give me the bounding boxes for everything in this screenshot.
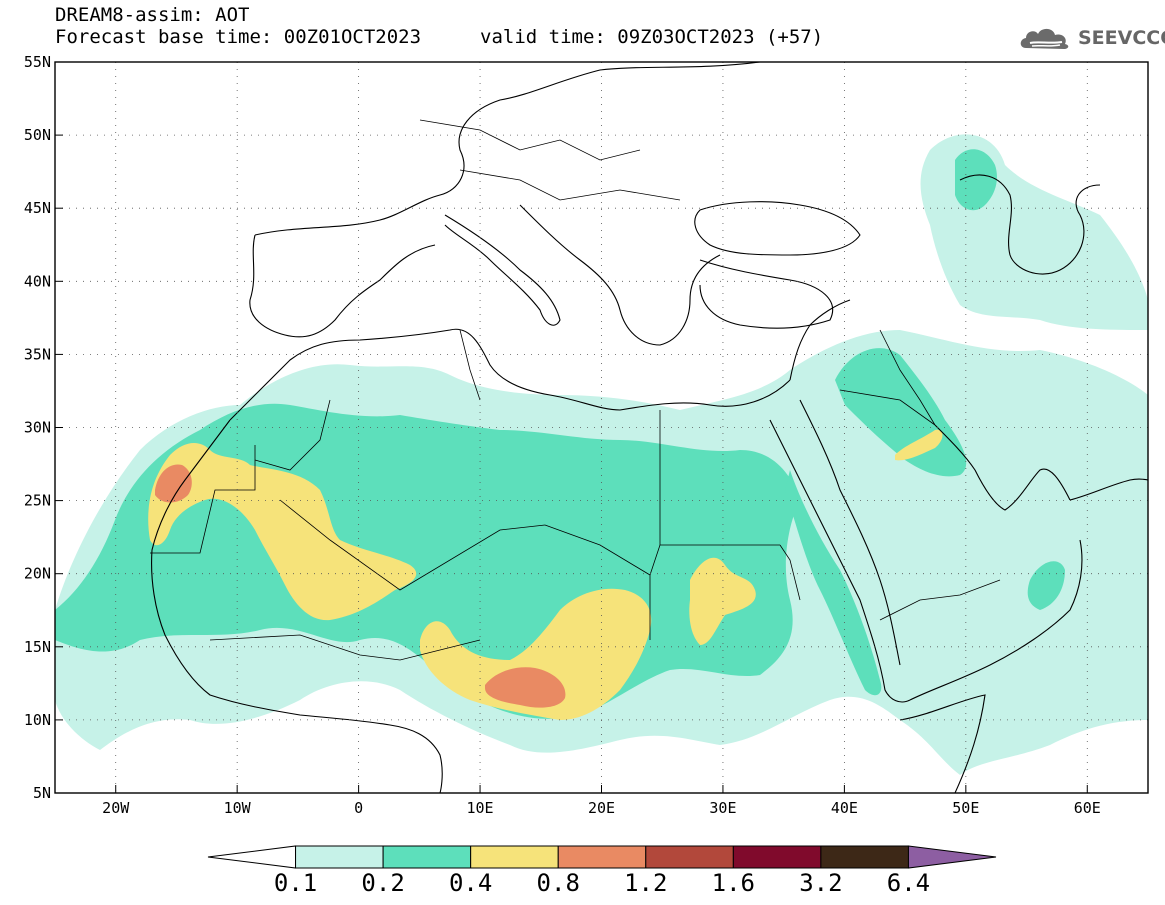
cloud-icon	[1020, 28, 1069, 49]
colorbar-label: 0.8	[536, 869, 580, 897]
lat-tick-label: 30N	[24, 419, 51, 437]
colorbar-label: 3.2	[799, 869, 843, 897]
aot-band-0.2-red-sea	[785, 470, 882, 696]
coastlines	[151, 62, 1148, 793]
colorbar-segment	[557, 845, 647, 869]
colorbar-segment	[907, 845, 997, 869]
border-saudi-north	[839, 389, 936, 426]
gridlines	[55, 62, 1148, 793]
balkans-coast	[519, 204, 721, 346]
border-yemen	[879, 579, 1001, 621]
aot-band-0.1-caspian	[920, 134, 1148, 330]
colorbar-segment	[645, 845, 734, 869]
border-tunisia	[459, 329, 481, 401]
aot-band-0.2-caspian	[955, 149, 997, 211]
colorbar-label: 1.6	[711, 869, 756, 897]
lon-tick-label: 50E	[952, 799, 979, 817]
lat-tick-label: 40N	[24, 272, 51, 290]
europe-coast	[254, 62, 761, 236]
longitude-ticks: 20W 10W 0 10E 20E 30E 40E 50E 60E	[102, 785, 1101, 817]
logo-text: SEEVCCC	[1078, 27, 1165, 49]
colorbar-segment	[382, 845, 472, 869]
lat-tick-label: 50N	[24, 126, 51, 144]
iran-coast	[1069, 478, 1148, 501]
colorbar-label: 0.2	[361, 869, 405, 897]
aot-band-0.4-chad	[420, 588, 652, 720]
levant-coast	[789, 299, 851, 381]
horn-africa-coast	[899, 694, 986, 793]
lat-tick-label: 35N	[24, 345, 51, 363]
base-time: Forecast base time: 00Z01OCT2023	[55, 26, 422, 48]
colorbar	[207, 845, 997, 869]
turkey-coast	[699, 259, 833, 329]
colorbar-label: 0.1	[273, 869, 318, 897]
border-sudan	[649, 544, 801, 601]
lat-tick-label: 10N	[24, 711, 51, 729]
lon-tick-label: 0	[354, 799, 363, 817]
aot-band-0.2-oman	[1027, 561, 1065, 610]
lat-tick-label: 25N	[24, 492, 51, 510]
lat-tick-label: 20N	[24, 565, 51, 583]
lon-tick-label: 20W	[102, 799, 130, 817]
lat-tick-label: 5N	[33, 784, 51, 802]
border-algeria-morocco	[254, 399, 331, 471]
aot-band-0.4-iraq	[895, 429, 943, 461]
border-libya-chad	[544, 524, 651, 640]
border-iran-iraq	[879, 329, 936, 426]
lon-tick-label: 30E	[709, 799, 736, 817]
italy-coast	[444, 214, 561, 326]
lat-tick-label: 45N	[24, 199, 51, 217]
colorbar-label: 1.2	[624, 869, 668, 897]
colorbar-segment	[732, 845, 822, 869]
aot-band-0.8-chad	[485, 667, 566, 708]
aot-band-0.4-west	[148, 443, 417, 621]
lon-tick-label: 40E	[831, 799, 858, 817]
latitude-ticks: 55N 50N 45N 40N 35N 30N 25N 20N 15N 10N 5N	[24, 53, 63, 802]
lon-tick-label: 20E	[588, 799, 615, 817]
red-sea-coast-west	[769, 419, 911, 703]
lat-tick-label: 55N	[24, 53, 51, 71]
border-europe-a	[419, 119, 641, 161]
gulf-coast	[934, 424, 1071, 511]
lon-tick-label: 10E	[467, 799, 494, 817]
country-borders	[150, 119, 1001, 661]
west-africa-coast	[151, 419, 443, 793]
north-africa-coast	[229, 328, 791, 421]
aot-band-0.4-sudan	[689, 557, 756, 645]
colorbar-segment	[820, 845, 909, 869]
caspian-coast	[959, 174, 1101, 275]
arabia-south-coast	[909, 539, 1083, 701]
colorbar-segment	[470, 845, 559, 869]
border-sahel	[209, 634, 481, 661]
colorbar-label: 0.4	[448, 869, 493, 897]
map-title: DREAM8-assim: AOT	[55, 4, 250, 26]
seevccc-logo: SEEVCCC	[1018, 24, 1165, 52]
lon-tick-label: 60E	[1074, 799, 1101, 817]
colorbar-segment	[207, 845, 297, 869]
black-sea-coast	[694, 201, 861, 256]
border-europe-b	[459, 169, 681, 201]
border-mauritania	[150, 445, 256, 554]
red-sea-coast-east	[799, 399, 901, 666]
aot-band-0.8-mauritania	[155, 464, 192, 503]
lat-tick-label: 15N	[24, 638, 51, 656]
border-algeria-mali	[279, 499, 546, 591]
forecast-times: Forecast base time: 00Z01OCT2023 valid ti…	[55, 26, 823, 48]
valid-time: valid time: 09Z03OCT2023 (+57)	[480, 26, 824, 48]
iberia-coast	[249, 234, 436, 338]
lon-tick-label: 10W	[224, 799, 252, 817]
colorbar-label: 6.4	[886, 869, 931, 897]
colorbar-segment	[295, 845, 384, 869]
